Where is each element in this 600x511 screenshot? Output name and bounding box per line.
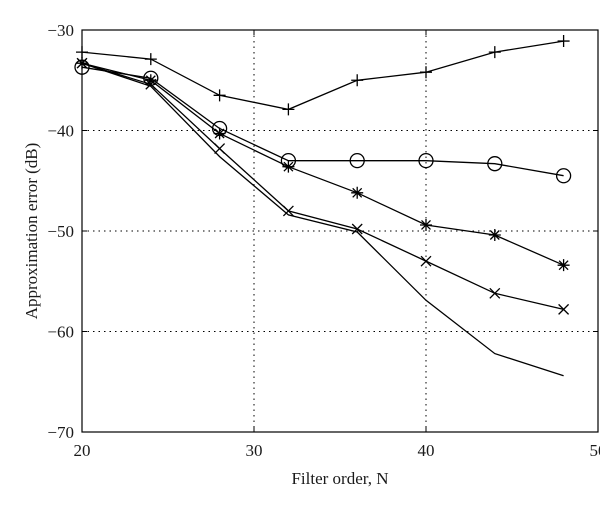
x-tick-label: 30 <box>246 441 263 460</box>
plus-marker <box>351 74 364 87</box>
y-tick-label: −40 <box>47 122 74 141</box>
y-tick-label: −50 <box>47 222 74 241</box>
x-axis-title: Filter order, N <box>291 469 388 488</box>
x-marker <box>351 223 363 235</box>
x-marker <box>282 205 294 217</box>
y-tick-label: −70 <box>47 423 74 442</box>
grid-lines <box>82 30 598 432</box>
circle-marker <box>555 168 572 184</box>
star-marker <box>213 127 226 140</box>
x-tick-label: 50 <box>590 441 600 460</box>
plus-marker <box>282 103 295 116</box>
series-1 <box>76 35 570 116</box>
star-marker <box>351 186 364 199</box>
circle-marker <box>418 152 434 169</box>
x-marker <box>558 303 570 315</box>
y-tick-label: −30 <box>47 21 74 40</box>
y-tick-label: −60 <box>47 323 74 342</box>
star-marker <box>557 259 570 272</box>
y-axis-title: Approximation error (dB) <box>22 143 41 320</box>
star-marker <box>420 218 432 231</box>
plus-marker <box>420 66 432 79</box>
x-tick-label: 20 <box>74 441 91 460</box>
series-line <box>81 62 564 377</box>
plus-marker <box>144 53 157 66</box>
series-line <box>81 62 564 311</box>
axis-ticks: 20 30 40 50 −30 −40 −50 −60 −70 <box>47 21 600 460</box>
series-line <box>81 66 564 177</box>
plus-marker <box>488 46 501 59</box>
plus-marker <box>557 35 570 48</box>
circle-marker <box>487 156 503 172</box>
series-line <box>81 40 564 111</box>
star-marker <box>144 74 157 87</box>
circle-marker <box>349 152 365 169</box>
series-4 <box>76 57 570 315</box>
series-layer <box>74 35 572 377</box>
series-2 <box>74 59 572 184</box>
x-marker <box>489 287 501 299</box>
x-marker <box>145 78 157 90</box>
x-marker <box>420 255 432 267</box>
series-line <box>81 62 564 266</box>
x-tick-label: 40 <box>418 441 435 460</box>
star-marker <box>282 160 295 173</box>
series-5 <box>81 62 564 377</box>
plus-marker <box>213 89 226 102</box>
x-marker <box>214 143 226 155</box>
star-marker <box>488 229 501 242</box>
